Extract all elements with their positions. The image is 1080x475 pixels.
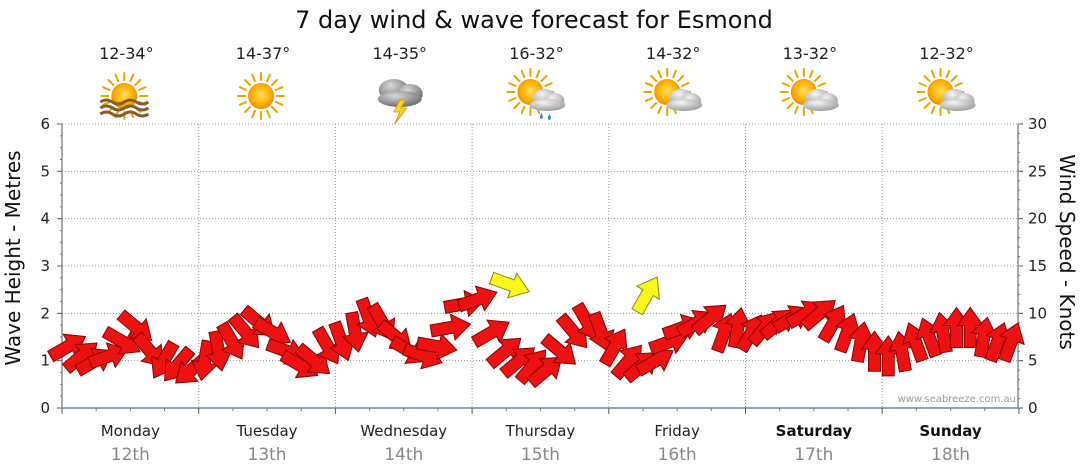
temperature-label: 14-37° (236, 44, 291, 63)
day-label: Saturday (776, 422, 853, 440)
temperature-label: 12-32° (919, 44, 974, 63)
axes: 0 1 2 3 4 5 6 0 5 10 15 20 25 30 (40, 115, 1047, 417)
wind-arrow (526, 356, 563, 389)
left-tick-label: 3 (40, 257, 50, 275)
watermark: www.seabreeze.com.au (898, 394, 1016, 405)
date-label: 12th (111, 445, 150, 465)
date-label: 16th (658, 445, 697, 465)
day-label: Wednesday (360, 422, 447, 440)
left-tick-label: 1 (40, 352, 50, 370)
date-label: 15th (521, 445, 560, 465)
date-label: 18th (931, 445, 970, 465)
wind-arrow (998, 322, 1025, 364)
wave-arrow (631, 276, 660, 316)
weather-icons (99, 68, 976, 125)
wind-arrow (87, 342, 129, 370)
right-tick-label: 25 (1028, 162, 1047, 180)
day-label: Sunday (919, 422, 982, 440)
date-label: 13th (248, 445, 287, 465)
wind-arrow (456, 285, 498, 313)
sun-cloud-rain-icon (506, 68, 566, 120)
right-tick-label: 0 (1028, 399, 1038, 417)
left-axis-label: Wave Height - Metres (1, 150, 25, 365)
left-tick-label: 4 (40, 210, 50, 228)
wind-arrow (101, 325, 141, 355)
right-tick-label: 15 (1028, 257, 1047, 275)
left-tick-label: 0 (40, 399, 50, 417)
chart-title: 7 day wind & wave forecast for Esmond (295, 6, 773, 34)
temperature-label: 12-34° (99, 44, 154, 63)
left-tick-label: 6 (40, 115, 50, 133)
thunderstorm-icon (377, 79, 423, 125)
day-label: Tuesday (236, 422, 298, 440)
right-tick-label: 20 (1028, 210, 1047, 228)
sun-cloud-icon (916, 68, 976, 116)
wind-arrow (587, 310, 615, 352)
wave-arrow (488, 271, 530, 299)
right-tick-label: 10 (1028, 304, 1047, 322)
day-labels: Monday 12th 12-34° Tuesday 13th 14-37° Wednesd… (99, 44, 982, 465)
left-tick-label: 5 (40, 162, 50, 180)
sun-cloud-icon (643, 68, 703, 116)
sun-haze-icon (99, 72, 150, 120)
wind-arrow (429, 313, 472, 342)
date-label: 14th (384, 445, 423, 465)
day-label: Monday (101, 422, 160, 440)
day-label: Thursday (505, 422, 576, 440)
temperature-label: 16-32° (509, 44, 564, 63)
right-axis-label: Wind Speed - Knots (1055, 154, 1079, 350)
sun-icon (237, 72, 286, 120)
left-tick-label: 2 (40, 304, 50, 322)
temperature-label: 14-32° (646, 44, 701, 63)
right-tick-label: 5 (1028, 352, 1038, 370)
wind-arrow (341, 310, 370, 353)
temperature-label: 14-35° (373, 44, 428, 63)
arrow-marks (46, 271, 1025, 389)
right-tick-label: 30 (1028, 115, 1047, 133)
temperature-label: 13-32° (783, 44, 838, 63)
sun-cloud-icon (779, 68, 839, 116)
day-label: Friday (654, 422, 700, 440)
date-label: 17th (794, 445, 833, 465)
